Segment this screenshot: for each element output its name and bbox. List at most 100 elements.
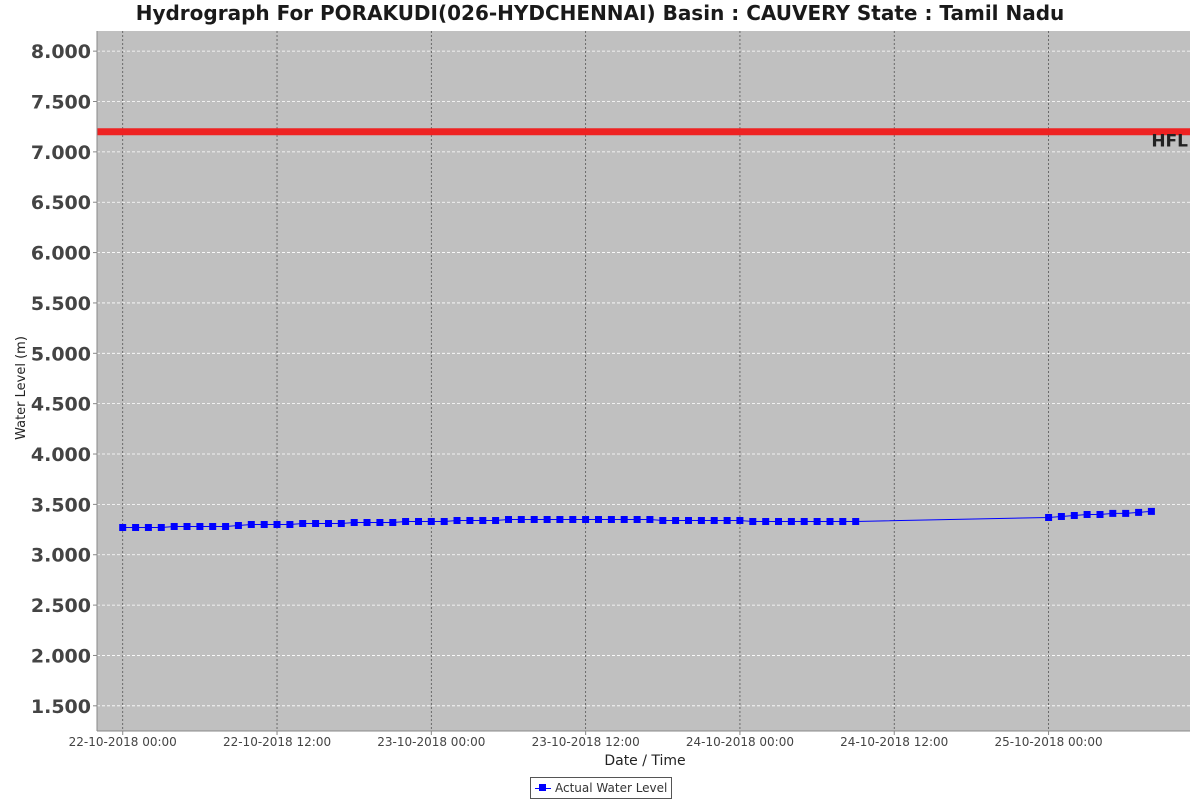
data-point [813, 518, 821, 525]
data-point [762, 518, 770, 525]
y-tick-label: 4.500 [31, 394, 91, 416]
data-point [749, 518, 757, 525]
data-point [595, 516, 602, 523]
legend-label: Actual Water Level [555, 781, 668, 795]
y-tick-label: 1.500 [31, 696, 91, 718]
data-point [569, 516, 577, 523]
legend: Actual Water Level [530, 777, 673, 799]
y-tick-label: 6.000 [31, 243, 91, 265]
x-tick-label: 24-10-2018 12:00 [840, 735, 948, 749]
x-tick-label: 24-10-2018 00:00 [686, 735, 794, 749]
vertical-gridlines [122, 31, 1049, 731]
x-tick-label: 23-10-2018 00:00 [377, 735, 485, 749]
x-tick-label: 22-10-2018 12:00 [223, 735, 331, 749]
hfl-label: HFL [1151, 132, 1188, 152]
data-point [170, 523, 178, 530]
y-tick-label: 7.500 [31, 92, 91, 114]
data-point [852, 518, 860, 525]
x-axis-title: Date / Time [604, 753, 685, 769]
data-point [1070, 512, 1078, 519]
horizontal-gridlines [97, 50, 1190, 707]
y-tick-label: 8.000 [31, 41, 91, 63]
data-point [260, 521, 268, 528]
data-point [299, 520, 307, 527]
plot-area [97, 31, 1190, 731]
y-tick-label: 2.500 [31, 595, 91, 617]
data-point [492, 517, 500, 524]
legend-swatch [535, 783, 551, 793]
data-point [350, 519, 358, 526]
data-point [337, 520, 345, 527]
y-tick-label: 5.000 [31, 343, 91, 365]
data-point [672, 517, 680, 524]
chart-title: Hydrograph For PORAKUDI(026-HYDCHENNAI) … [135, 1, 1065, 25]
data-point [659, 517, 667, 524]
data-point [479, 517, 487, 524]
data-point [209, 523, 217, 530]
data-point [723, 517, 731, 524]
hfl-group: HFL [97, 128, 1190, 152]
data-point [1083, 511, 1091, 518]
y-tick-label: 4.000 [31, 444, 91, 466]
data-point [787, 518, 795, 525]
y-tick-label: 3.000 [31, 545, 91, 567]
data-point [607, 516, 615, 523]
data-point [685, 517, 692, 524]
data-point [800, 518, 808, 525]
data-point [247, 521, 255, 528]
data-point [222, 523, 230, 530]
data-point [697, 517, 705, 524]
data-point [1057, 513, 1065, 520]
y-tick-label: 7.000 [31, 142, 91, 164]
data-point [582, 516, 590, 523]
data-point [1122, 509, 1130, 517]
data-point [376, 519, 384, 526]
y-tick-label: 2.000 [31, 645, 91, 667]
data-point [505, 516, 512, 523]
data-point [1109, 509, 1117, 517]
y-tick-label: 3.500 [31, 494, 91, 516]
data-point [543, 516, 551, 523]
data-point [710, 517, 718, 524]
data-point [1096, 511, 1104, 518]
data-point [1045, 514, 1053, 521]
data-point [119, 524, 127, 531]
data-point [196, 523, 204, 530]
data-point [389, 519, 397, 526]
x-tick-label: 23-10-2018 12:00 [532, 735, 640, 749]
data-point [620, 516, 628, 523]
data-point [144, 524, 152, 531]
data-point [157, 524, 165, 531]
data-point [234, 522, 242, 529]
data-point [736, 517, 744, 524]
x-tick-labels: 22-10-2018 00:00 22-10-2018 12:00 23-10-20… [69, 731, 1103, 749]
data-point [325, 520, 332, 527]
series-actual-water-level [119, 507, 1155, 531]
data-point [826, 518, 834, 525]
data-point [440, 518, 448, 525]
y-tick-labels: 1.500 2.000 2.500 3.000 3.500 4.000 4.500 5.000… [31, 41, 97, 718]
data-point [183, 523, 191, 530]
data-point [286, 521, 294, 528]
data-point [839, 518, 847, 525]
data-point [466, 517, 474, 524]
x-tick-label: 25-10-2018 00:00 [994, 735, 1102, 749]
data-point [273, 521, 281, 528]
data-point [363, 519, 371, 526]
data-point [132, 524, 140, 531]
y-tick-label: 5.500 [31, 293, 91, 315]
data-point [633, 516, 641, 523]
data-point [415, 518, 422, 525]
data-point [1135, 508, 1143, 516]
data-point [646, 516, 654, 523]
x-tick-label: 22-10-2018 00:00 [69, 735, 177, 749]
data-point [517, 516, 525, 523]
data-point [1147, 507, 1155, 515]
data-point [556, 516, 564, 523]
y-tick-label: 6.500 [31, 192, 91, 214]
data-point [402, 518, 410, 525]
data-point [453, 517, 461, 524]
data-point [775, 518, 782, 525]
data-point [530, 516, 538, 523]
